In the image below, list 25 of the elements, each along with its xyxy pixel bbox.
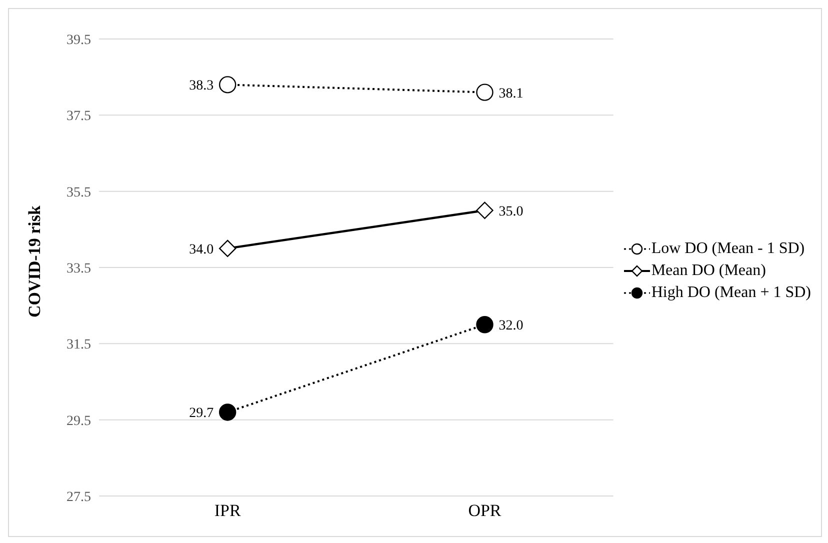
legend-label: High DO (Mean + 1 SD) [651, 284, 811, 302]
y-axis-title: COVID-19 risk [25, 205, 44, 318]
y-tick-label: 31.5 [66, 338, 91, 353]
y-tick-label: 37.5 [66, 109, 91, 124]
point [218, 240, 236, 258]
data-label: 29.7 [189, 406, 214, 422]
data-label: 35.0 [498, 204, 524, 220]
point [476, 84, 494, 101]
y-tick-label: 29.5 [66, 414, 91, 429]
data-label: 32.0 [498, 318, 524, 334]
y-tick-label: 33.5 [66, 261, 91, 276]
data-label: 34.0 [189, 242, 214, 258]
y-tick-label: 35.5 [66, 185, 91, 200]
legend-label: Low DO (Mean - 1 SD) [651, 240, 805, 258]
point [218, 76, 236, 94]
legend-label: Mean DO (Mean) [651, 262, 766, 280]
point [476, 202, 494, 219]
y-tick-label: 39.5 [66, 32, 91, 48]
data-label: 38.3 [189, 78, 214, 94]
x-tick-label: OPR [468, 501, 502, 520]
y-tick-label: 27.5 [66, 490, 91, 505]
data-label: 38.1 [498, 86, 524, 102]
point [476, 316, 494, 334]
point [218, 404, 236, 421]
x-tick-label: IPR [214, 501, 242, 520]
